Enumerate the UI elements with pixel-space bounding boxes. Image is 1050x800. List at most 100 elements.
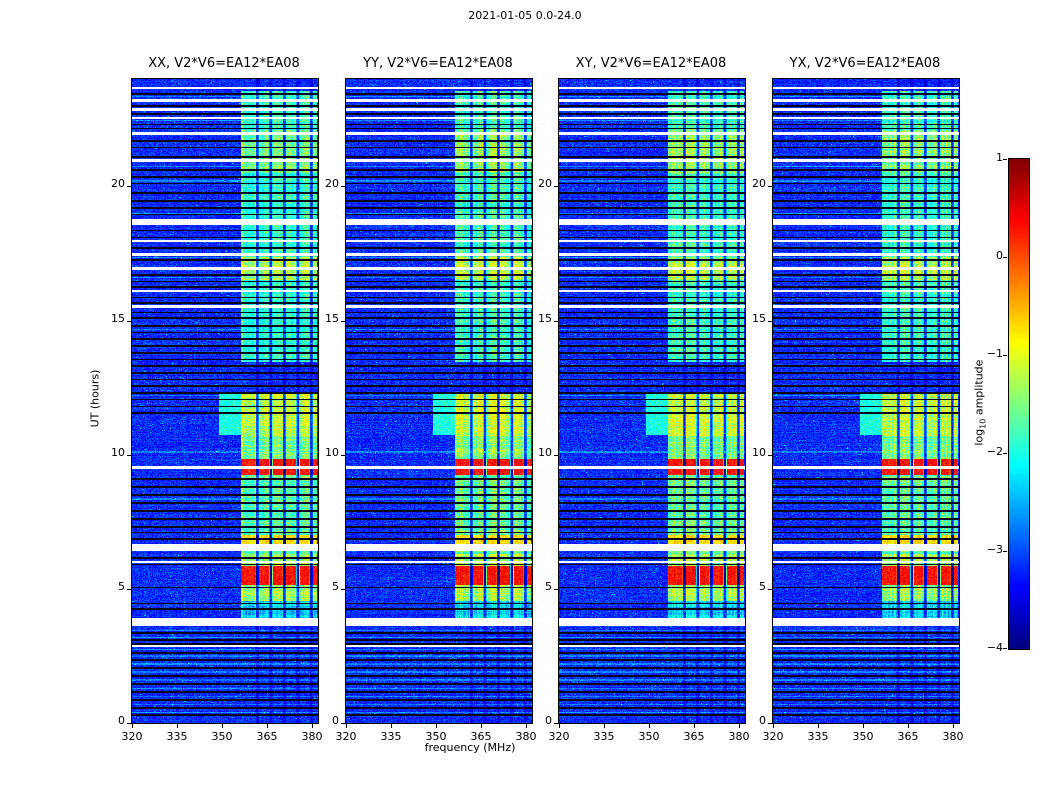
spectrogram-panel: XY, V2*V6=EA12*EA08 0 5 10 15 20 320 335 350 365… [538, 50, 750, 750]
y-tick-mark [341, 320, 345, 322]
y-tick-label: 20 [538, 177, 552, 191]
spectrogram-panel: YX, V2*V6=EA12*EA08 0 5 10 15 20 320 335 350 365… [752, 50, 964, 750]
y-tick-label: 15 [325, 311, 339, 325]
x-tick-label: 335 [380, 730, 402, 743]
x-tick-mark [953, 724, 954, 728]
colorbar-tick-mark [1003, 453, 1007, 454]
y-tick-mark [768, 454, 772, 456]
x-axis-label: frequency (MHz) [424, 741, 516, 754]
colorbar-label: log10 amplitude [972, 343, 987, 463]
y-tick-label: 20 [111, 177, 125, 191]
x-tick-label: 335 [807, 730, 829, 743]
y-tick-label: 15 [752, 311, 766, 325]
x-tick-label: 320 [121, 730, 143, 743]
panel-title: YY, V2*V6=EA12*EA08 [363, 56, 513, 71]
colorbar-tick-mark [1003, 551, 1007, 552]
y-tick-label: 5 [545, 579, 552, 593]
x-tick-label: 350 [211, 730, 233, 743]
y-tick-label: 10 [752, 445, 766, 459]
x-tick-mark [604, 724, 605, 728]
colorbar-tick-mark [1003, 257, 1007, 258]
y-tick-mark [341, 454, 345, 456]
spectrogram-panel: XX, V2*V6=EA12*EA08 0 5 10 15 20 320 335 350 365… [111, 50, 323, 750]
spectrogram-heatmap [558, 78, 746, 724]
x-tick-label: 335 [593, 730, 615, 743]
x-tick-mark [649, 724, 650, 728]
colorbar-tick-label: −1 [986, 347, 1003, 360]
x-tick-label: 320 [762, 730, 784, 743]
colorbar-label-suffix: amplitude [972, 359, 986, 419]
y-tick-label: 0 [332, 714, 339, 727]
x-tick-mark [132, 724, 133, 728]
colorbar-tick-label: −4 [986, 641, 1003, 654]
x-tick-label: 350 [638, 730, 660, 743]
x-tick-mark [391, 724, 392, 728]
x-tick-mark [222, 724, 223, 728]
x-tick-label: 380 [301, 730, 323, 743]
y-tick-mark [127, 588, 131, 590]
y-tick-mark [554, 454, 558, 456]
y-tick-label: 0 [759, 714, 766, 727]
panel-title: XY, V2*V6=EA12*EA08 [575, 56, 727, 71]
x-tick-mark [908, 724, 909, 728]
y-tick-mark [554, 723, 558, 724]
y-tick-mark [127, 320, 131, 322]
y-tick-label: 0 [118, 714, 125, 727]
y-tick-mark [768, 320, 772, 322]
colorbar-tick-label: −3 [986, 543, 1003, 556]
x-tick-mark [818, 724, 819, 728]
x-tick-mark [773, 724, 774, 728]
y-axis-label: UT (hours) [88, 369, 102, 428]
x-tick-label: 365 [897, 730, 919, 743]
y-tick-label: 20 [325, 177, 339, 191]
x-tick-mark [526, 724, 527, 728]
x-tick-mark [694, 724, 695, 728]
x-tick-mark [177, 724, 178, 728]
figure-title: 2021-01-05 0.0-24.0 [468, 9, 582, 22]
y-tick-label: 10 [111, 445, 125, 459]
x-tick-label: 320 [335, 730, 357, 743]
y-tick-label: 5 [759, 579, 766, 593]
y-tick-mark [554, 186, 558, 188]
colorbar-tick-label: −2 [986, 445, 1003, 458]
y-tick-label: 10 [325, 445, 339, 459]
spectrogram-heatmap [772, 78, 960, 724]
x-tick-mark [739, 724, 740, 728]
y-tick-label: 5 [332, 579, 339, 593]
x-tick-mark [436, 724, 437, 728]
spectrogram-panel: YY, V2*V6=EA12*EA08 0 5 10 15 20 320 335 350 365… [325, 50, 537, 750]
y-tick-mark [768, 186, 772, 188]
y-tick-mark [768, 588, 772, 590]
x-tick-label: 350 [425, 730, 447, 743]
x-tick-label: 380 [942, 730, 964, 743]
colorbar-gradient [1008, 158, 1030, 650]
colorbar-tick-mark [1003, 648, 1007, 649]
panel-title: YX, V2*V6=EA12*EA08 [789, 56, 941, 71]
x-tick-mark [346, 724, 347, 728]
x-tick-mark [312, 724, 313, 728]
y-tick-label: 10 [538, 445, 552, 459]
y-tick-mark [554, 588, 558, 590]
panel-title: XX, V2*V6=EA12*EA08 [148, 56, 300, 71]
y-tick-label: 5 [118, 579, 125, 593]
x-tick-mark [559, 724, 560, 728]
colorbar-tick-mark [1003, 355, 1007, 356]
y-tick-mark [127, 186, 131, 188]
x-tick-label: 320 [548, 730, 570, 743]
y-tick-mark [127, 723, 131, 724]
x-tick-label: 365 [256, 730, 278, 743]
colorbar-tick-label: 0 [996, 249, 1003, 262]
x-tick-label: 350 [852, 730, 874, 743]
y-tick-mark [554, 320, 558, 322]
y-tick-label: 15 [538, 311, 552, 325]
y-tick-mark [127, 454, 131, 456]
y-tick-label: 15 [111, 311, 125, 325]
y-tick-mark [341, 588, 345, 590]
spectrogram-heatmap [131, 78, 319, 724]
y-tick-mark [341, 186, 345, 188]
colorbar-label-prefix: log [972, 428, 986, 446]
spectrogram-heatmap [345, 78, 533, 724]
y-tick-label: 20 [752, 177, 766, 191]
x-tick-label: 380 [515, 730, 537, 743]
